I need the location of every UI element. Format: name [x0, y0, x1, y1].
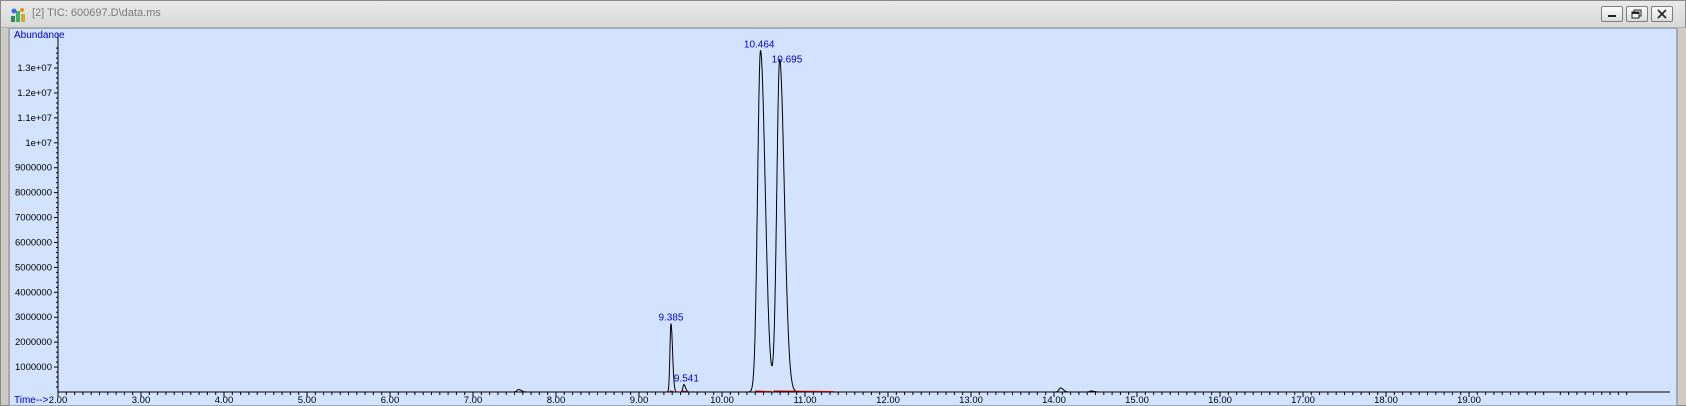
- x-tick-label: 9.00: [630, 395, 649, 405]
- x-tick-label: 15.00: [1125, 395, 1149, 405]
- y-axis-label: Abundance: [14, 30, 65, 41]
- x-tick-label: 13.00: [959, 395, 983, 405]
- y-tick-label: 4000000: [15, 287, 52, 298]
- y-tick-label: 7000000: [15, 213, 52, 224]
- y-tick-label: 3000000: [15, 312, 52, 323]
- y-tick-label: 1.2e+07: [17, 88, 52, 99]
- y-tick-label: 8000000: [15, 188, 52, 199]
- x-tick-label: 11.00: [793, 395, 816, 405]
- y-tick-label: 1e+07: [25, 138, 52, 149]
- close-icon: [1657, 9, 1667, 19]
- left-frame-border: [1, 28, 9, 405]
- x-tick-label: 16.00: [1208, 395, 1232, 405]
- x-tick-label: 14.00: [1042, 395, 1066, 405]
- restore-button[interactable]: [1626, 6, 1648, 22]
- x-tick-label: 2.00: [49, 395, 68, 405]
- x-tick-label: 6.00: [381, 395, 400, 405]
- y-tick-label: 1.3e+07: [17, 63, 52, 74]
- x-tick-label: 10.00: [710, 395, 734, 405]
- tic-chart[interactable]: 1000000 2000000 3000000 4000000 5000000 60000…: [10, 29, 1676, 405]
- peak-label[interactable]: 10.464: [744, 40, 775, 51]
- minimize-button[interactable]: [1601, 6, 1623, 22]
- tic-trace: [58, 50, 1552, 393]
- y-tick-label: 2000000: [15, 337, 52, 348]
- y-tick-label: 5000000: [15, 262, 52, 273]
- peak-label[interactable]: 9.385: [658, 312, 683, 323]
- close-button[interactable]: [1651, 6, 1673, 22]
- x-tick-label: 7.00: [464, 395, 483, 405]
- chromatogram-plot[interactable]: 1000000 2000000 3000000 4000000 5000000 60000…: [9, 28, 1677, 406]
- peak-label[interactable]: 10.695: [772, 54, 803, 65]
- y-tick-label: 9000000: [15, 163, 52, 174]
- integration-baseline: [755, 390, 772, 392]
- x-tick-label: 8.00: [547, 395, 566, 405]
- right-frame-border: [1677, 28, 1686, 405]
- integration-baseline: [682, 390, 687, 392]
- x-tick-label: 12.00: [876, 395, 900, 405]
- minimize-icon: [1608, 15, 1616, 17]
- integration-baseline: [669, 390, 674, 392]
- x-tick-label: 5.00: [298, 395, 317, 405]
- x-tick-label: 4.00: [215, 395, 234, 405]
- y-tick-label: 1.1e+07: [17, 113, 52, 124]
- chemstation-app-icon: [11, 8, 25, 22]
- x-tick-label: 18.00: [1374, 395, 1398, 405]
- x-tick-label: 17.00: [1291, 395, 1315, 405]
- window-title: [2] TIC: 600697.D\data.ms: [32, 7, 161, 19]
- title-bar[interactable]: [2] TIC: 600697.D\data.ms: [1, 1, 1685, 28]
- x-tick-label: 3.00: [132, 395, 151, 405]
- y-tick-label: 6000000: [15, 237, 52, 248]
- y-tick-label: 1000000: [15, 362, 52, 373]
- plot-background: [10, 29, 1676, 405]
- integration-baseline: [773, 390, 835, 392]
- restore-icon: [1631, 9, 1642, 19]
- x-tick-label: 19.00: [1457, 395, 1481, 405]
- x-axis-label: Time-->: [14, 395, 49, 405]
- peak-label[interactable]: 9.541: [674, 374, 699, 385]
